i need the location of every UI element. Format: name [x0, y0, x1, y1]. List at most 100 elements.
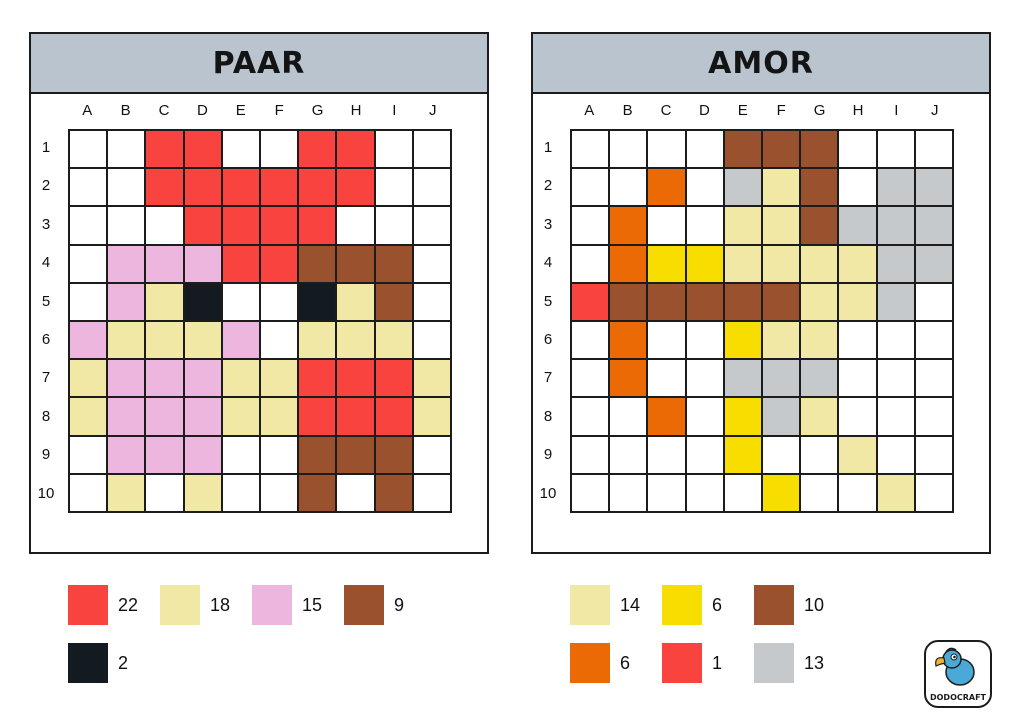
grid-cell-I5[interactable] — [374, 282, 413, 321]
grid-cell-F6[interactable] — [762, 321, 801, 360]
grid-cell-A8[interactable] — [571, 397, 610, 436]
grid-cell-B3[interactable] — [609, 206, 648, 245]
grid-cell-G2[interactable] — [298, 168, 337, 207]
grid-cell-I1[interactable] — [876, 130, 915, 169]
grid-cell-C3[interactable] — [145, 206, 184, 245]
grid-cell-D7[interactable] — [183, 359, 222, 398]
grid-cell-H8[interactable] — [336, 397, 375, 436]
grid-cell-F3[interactable] — [260, 206, 299, 245]
grid-cell-C2[interactable] — [145, 168, 184, 207]
grid-cell-F5[interactable] — [260, 282, 299, 321]
grid-cell-A7[interactable] — [69, 359, 108, 398]
grid-cell-G8[interactable] — [298, 397, 337, 436]
grid-cell-I7[interactable] — [374, 359, 413, 398]
grid-cell-A2[interactable] — [571, 168, 610, 207]
grid-cell-D10[interactable] — [183, 473, 222, 512]
grid-cell-E4[interactable] — [221, 244, 260, 283]
grid-cell-J4[interactable] — [914, 244, 953, 283]
grid-cell-J8[interactable] — [914, 397, 953, 436]
grid-cell-G8[interactable] — [800, 397, 839, 436]
grid-cell-A5[interactable] — [571, 282, 610, 321]
grid-cell-J6[interactable] — [412, 321, 451, 360]
grid-cell-B4[interactable] — [107, 244, 146, 283]
grid-cell-F3[interactable] — [762, 206, 801, 245]
grid-cell-D2[interactable] — [183, 168, 222, 207]
grid-cell-E5[interactable] — [723, 282, 762, 321]
grid-cell-E7[interactable] — [221, 359, 260, 398]
grid-cell-D6[interactable] — [685, 321, 724, 360]
grid-cell-D4[interactable] — [183, 244, 222, 283]
grid-cell-D3[interactable] — [183, 206, 222, 245]
grid-cell-B7[interactable] — [107, 359, 146, 398]
grid-cell-H4[interactable] — [336, 244, 375, 283]
grid-cell-A1[interactable] — [69, 130, 108, 169]
grid-cell-H4[interactable] — [838, 244, 877, 283]
grid-cell-A7[interactable] — [571, 359, 610, 398]
grid-cell-D3[interactable] — [685, 206, 724, 245]
grid-cell-J3[interactable] — [914, 206, 953, 245]
grid-cell-C5[interactable] — [145, 282, 184, 321]
grid-cell-B10[interactable] — [609, 473, 648, 512]
grid-cell-F10[interactable] — [762, 473, 801, 512]
grid-cell-F5[interactable] — [762, 282, 801, 321]
grid-cell-C4[interactable] — [647, 244, 686, 283]
grid-cell-I6[interactable] — [374, 321, 413, 360]
grid-cell-F8[interactable] — [762, 397, 801, 436]
grid-cell-I5[interactable] — [876, 282, 915, 321]
grid-cell-B2[interactable] — [609, 168, 648, 207]
grid-cell-C6[interactable] — [145, 321, 184, 360]
grid-cell-A10[interactable] — [571, 473, 610, 512]
grid-cell-I2[interactable] — [876, 168, 915, 207]
grid-cell-F7[interactable] — [762, 359, 801, 398]
grid-cell-B8[interactable] — [107, 397, 146, 436]
grid-cell-H9[interactable] — [838, 435, 877, 474]
grid-cell-A10[interactable] — [69, 473, 108, 512]
grid-cell-G10[interactable] — [800, 473, 839, 512]
grid-cell-E1[interactable] — [221, 130, 260, 169]
grid-cell-C9[interactable] — [145, 435, 184, 474]
grid-cell-E8[interactable] — [723, 397, 762, 436]
grid-cell-H1[interactable] — [838, 130, 877, 169]
grid-cell-F9[interactable] — [762, 435, 801, 474]
grid-cell-H5[interactable] — [336, 282, 375, 321]
grid-cell-D7[interactable] — [685, 359, 724, 398]
grid-cell-I10[interactable] — [374, 473, 413, 512]
grid-cell-C10[interactable] — [647, 473, 686, 512]
grid-cell-B7[interactable] — [609, 359, 648, 398]
grid-cell-H3[interactable] — [336, 206, 375, 245]
grid-cell-C1[interactable] — [647, 130, 686, 169]
grid-cell-B3[interactable] — [107, 206, 146, 245]
grid-cell-E2[interactable] — [723, 168, 762, 207]
grid-cell-F1[interactable] — [762, 130, 801, 169]
grid-cell-D9[interactable] — [685, 435, 724, 474]
grid-cell-B6[interactable] — [107, 321, 146, 360]
grid-cell-F10[interactable] — [260, 473, 299, 512]
grid-cell-G4[interactable] — [298, 244, 337, 283]
grid-cell-D9[interactable] — [183, 435, 222, 474]
grid-cell-A5[interactable] — [69, 282, 108, 321]
grid-cell-E3[interactable] — [723, 206, 762, 245]
grid-cell-C4[interactable] — [145, 244, 184, 283]
grid-cell-F1[interactable] — [260, 130, 299, 169]
grid-cell-I4[interactable] — [876, 244, 915, 283]
grid-cell-B5[interactable] — [107, 282, 146, 321]
grid-cell-H3[interactable] — [838, 206, 877, 245]
grid-cell-D1[interactable] — [685, 130, 724, 169]
grid-cell-J2[interactable] — [914, 168, 953, 207]
grid-cell-H6[interactable] — [336, 321, 375, 360]
grid-cell-I2[interactable] — [374, 168, 413, 207]
grid-cell-J4[interactable] — [412, 244, 451, 283]
grid-cell-J7[interactable] — [914, 359, 953, 398]
grid-cell-B5[interactable] — [609, 282, 648, 321]
grid-cell-J8[interactable] — [412, 397, 451, 436]
grid-cell-H7[interactable] — [336, 359, 375, 398]
grid-cell-H5[interactable] — [838, 282, 877, 321]
grid-cell-D1[interactable] — [183, 130, 222, 169]
grid-cell-G10[interactable] — [298, 473, 337, 512]
grid-cell-J10[interactable] — [412, 473, 451, 512]
grid-cell-G2[interactable] — [800, 168, 839, 207]
grid-cell-B1[interactable] — [107, 130, 146, 169]
grid-cell-G4[interactable] — [800, 244, 839, 283]
grid-cell-F2[interactable] — [260, 168, 299, 207]
grid-cell-H10[interactable] — [336, 473, 375, 512]
